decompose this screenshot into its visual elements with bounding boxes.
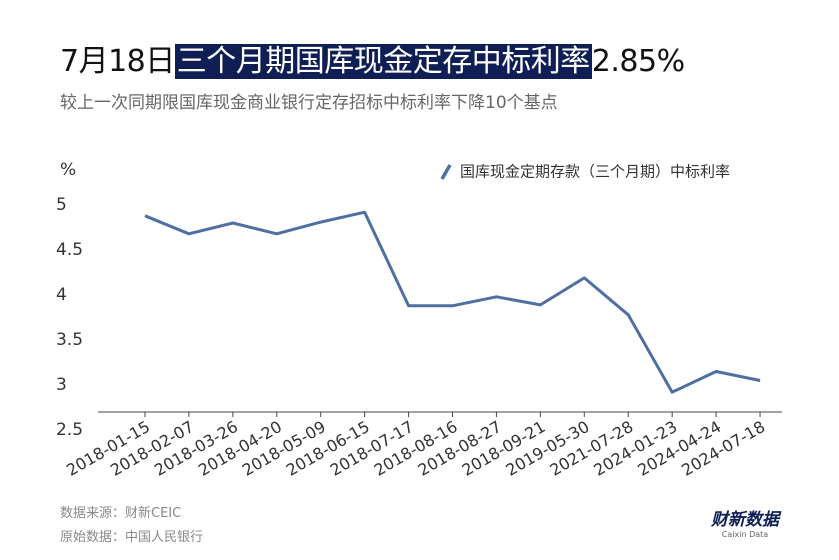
title-part: 7月18日: [60, 44, 175, 79]
title-highlight: 三个月期国库现金定存中标利率: [174, 44, 592, 79]
logo-sub: Caixin Data: [721, 530, 769, 539]
y-tick-label: 4: [56, 285, 67, 305]
y-tick-label: 5: [56, 195, 67, 215]
line: [144, 210, 761, 394]
chart-title: 7月18日三个月期国库现金定存中标利率2.85%: [60, 36, 685, 80]
legend-marker: [440, 164, 452, 180]
y-tick-label: 3.5: [56, 330, 83, 350]
logo-text: 财新数据: [711, 510, 779, 530]
source: 数据来源：财新CEIC: [60, 506, 182, 521]
y-tick-label: 3: [56, 375, 67, 395]
y-tick-label: 4.5: [56, 240, 83, 260]
original-data: 原始数据：中国人民银行: [60, 530, 204, 545]
chart: % 2.533.544.552018-01-152018-02-072018-0…: [56, 160, 782, 480]
title-part: 2.85%: [591, 44, 685, 79]
logo: 财新数据 Caixin Data: [702, 510, 788, 544]
y-tick-label: 2.5: [56, 420, 83, 440]
legend-label: 国库现金定期存款（三个月期）中标利率: [460, 163, 730, 181]
subtitle: 较上一次同期限国库现金商业银行定存招标中标利率下降10个基点: [60, 93, 558, 113]
y-axis-label: %: [60, 160, 76, 180]
